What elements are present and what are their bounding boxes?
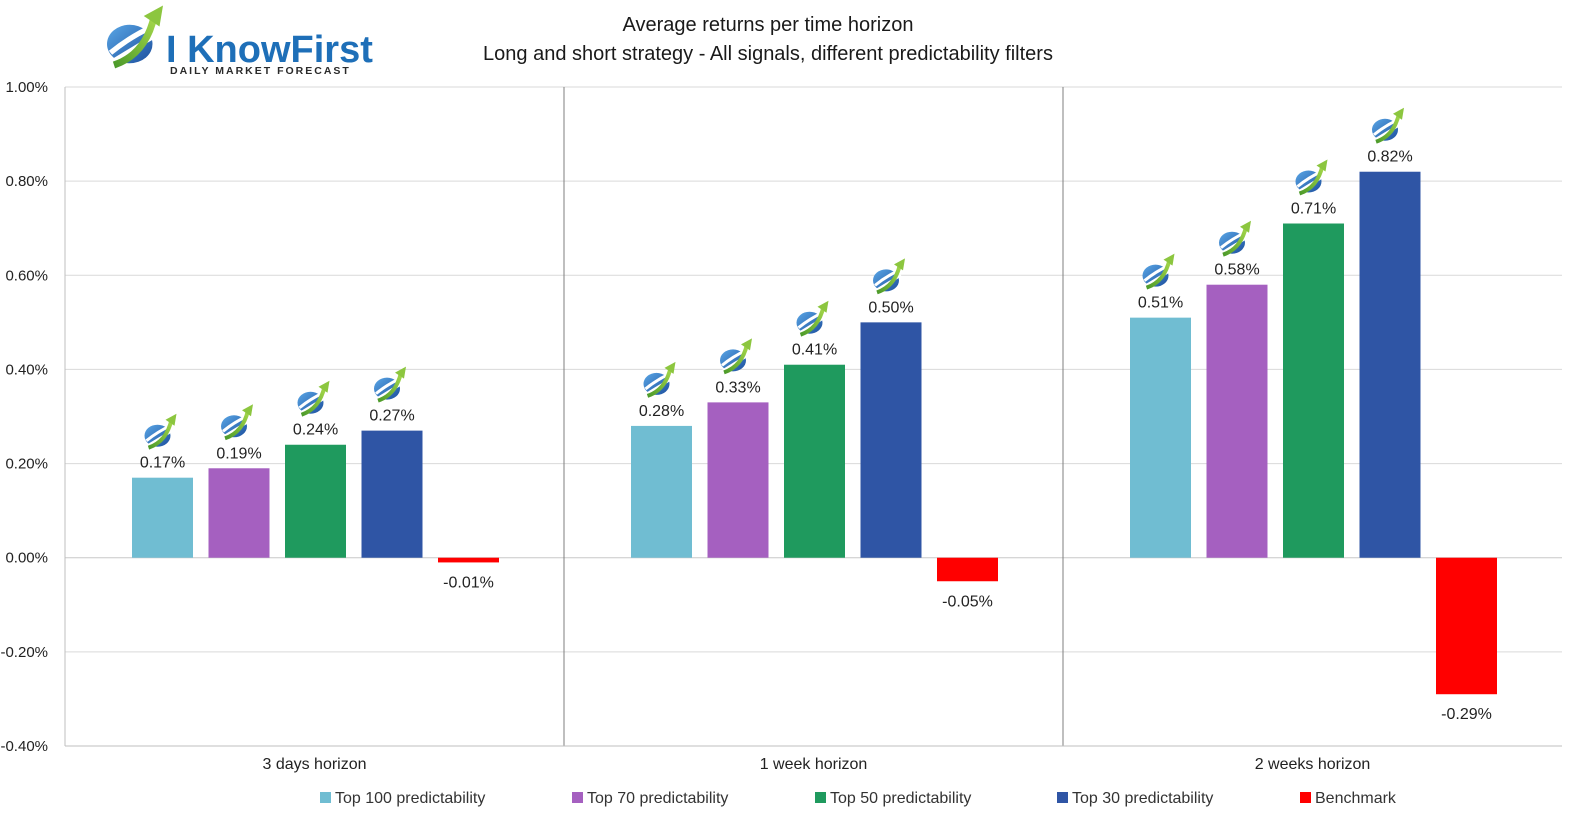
- logo-tagline: Daily Market Forecast: [170, 65, 351, 77]
- i-know-first-logo-icon: [794, 298, 831, 337]
- legend: Top 100 predictability Top 70 predictabil…: [320, 790, 1397, 807]
- bar-top-100-predictability: [132, 477, 193, 558]
- data-label: 0.58%: [1214, 262, 1259, 279]
- i-know-first-logo-icon: [1217, 218, 1253, 257]
- data-label: 0.33%: [715, 379, 760, 396]
- data-label: 0.51%: [1138, 295, 1183, 312]
- y-tick-label: -0.40%: [0, 738, 48, 755]
- legend-label: Top 100 predictability: [335, 790, 485, 807]
- data-label: 0.19%: [216, 445, 261, 462]
- y-tick-label: 0.00%: [5, 550, 48, 567]
- y-tick-label: 0.80%: [5, 173, 48, 190]
- data-label: 0.50%: [868, 299, 913, 316]
- i-know-first-logo-icon: [1293, 157, 1330, 196]
- i-know-first-logo-icon: [718, 336, 754, 375]
- legend-item: Top 30 predictability: [1057, 790, 1213, 807]
- data-label: -0.29%: [1441, 706, 1492, 723]
- data-label: -0.01%: [443, 574, 494, 591]
- data-label: 0.27%: [369, 408, 414, 425]
- i-know-first-logo-icon: [295, 378, 332, 417]
- i-know-first-logo-icon: [641, 359, 678, 398]
- data-label: -0.05%: [942, 593, 993, 610]
- y-tick-label: 0.20%: [5, 456, 48, 473]
- bar-top-50-predictability: [285, 444, 346, 558]
- y-tick-label: 0.60%: [5, 267, 48, 284]
- i-know-first-logo-icon: [1370, 105, 1406, 144]
- i-know-first-logo-icon: [142, 411, 179, 450]
- data-label: 0.71%: [1291, 201, 1336, 218]
- legend-label: Top 50 predictability: [830, 790, 971, 807]
- y-tick-label: 0.40%: [5, 361, 48, 378]
- data-label: 0.17%: [140, 455, 185, 472]
- legend-item: Top 50 predictability: [815, 790, 971, 807]
- legend-label: Top 30 predictability: [1072, 790, 1213, 807]
- category-label: 1 week horizon: [760, 756, 868, 773]
- legend-label: Benchmark: [1315, 790, 1397, 807]
- data-label: 0.82%: [1367, 149, 1412, 166]
- data-label: 0.41%: [792, 342, 837, 359]
- bar-top-100-predictability: [1130, 317, 1191, 558]
- legend-item: Benchmark: [1300, 790, 1397, 807]
- bar-top-70-predictability: [1206, 284, 1268, 558]
- y-tick-label: 1.00%: [5, 79, 48, 96]
- bar-top-50-predictability: [784, 364, 845, 558]
- category-label: 2 weeks horizon: [1255, 756, 1371, 773]
- bar-benchmark: [1436, 557, 1497, 695]
- i-know-first-logo-icon: [107, 6, 163, 66]
- legend-item: Top 100 predictability: [320, 790, 485, 807]
- bar-benchmark: [438, 557, 499, 563]
- logo-name: I KnowFirst: [166, 29, 373, 71]
- bar-top-70-predictability: [707, 402, 769, 558]
- bar-top-30-predictability: [361, 430, 423, 558]
- bar-top-30-predictability: [1359, 171, 1421, 558]
- bar-top-30-predictability: [860, 322, 922, 558]
- category-label: 3 days horizon: [262, 756, 366, 773]
- i-know-first-logo-icon: [372, 364, 408, 403]
- legend-swatch: [815, 792, 826, 803]
- data-label: 0.24%: [293, 422, 338, 439]
- legend-label: Top 70 predictability: [587, 790, 728, 807]
- brand-logo: I KnowFirst Daily Market Forecast: [107, 6, 373, 77]
- i-know-first-logo-icon: [871, 256, 907, 295]
- data-label: 0.28%: [639, 403, 684, 420]
- data-labels: 0.17% 0.19% 0.24% 0.27% -0.01% 0.28% 0.33% 0.41…: [140, 149, 1492, 723]
- chart-subtitle: Long and short strategy - All signals, d…: [483, 43, 1053, 65]
- x-axis-categories: 3 days horizon 1 week horizon 2 weeks hori…: [262, 756, 1370, 773]
- legend-swatch: [1300, 792, 1311, 803]
- bar-top-100-predictability: [631, 425, 692, 558]
- y-tick-label: -0.20%: [0, 644, 48, 661]
- legend-item: Top 70 predictability: [572, 790, 728, 807]
- legend-swatch: [572, 792, 583, 803]
- bar-top-50-predictability: [1283, 223, 1344, 558]
- bar-top-70-predictability: [208, 468, 270, 558]
- legend-swatch: [1057, 792, 1068, 803]
- chart-title: Average returns per time horizon: [623, 14, 914, 36]
- y-axis: 1.00% 0.80% 0.60% 0.40% 0.20% 0.00% -0.20% -0.4…: [0, 79, 1562, 755]
- bar-benchmark: [937, 557, 998, 582]
- i-know-first-logo-icon: [1140, 251, 1177, 290]
- bars: [132, 171, 1497, 695]
- i-know-first-logo-icon: [219, 402, 255, 441]
- legend-swatch: [320, 792, 331, 803]
